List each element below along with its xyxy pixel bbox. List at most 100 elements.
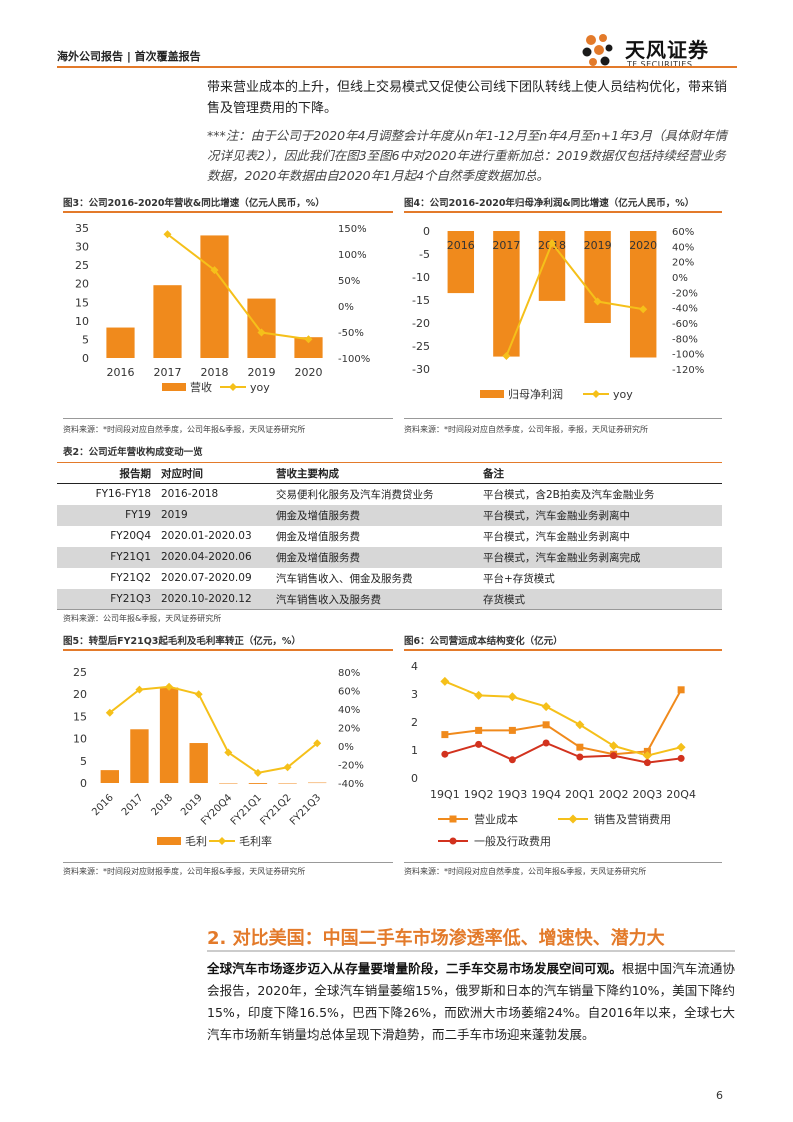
table-header-cell: 报告期 bbox=[57, 462, 157, 484]
legend-label: 销售及营销费用 bbox=[594, 812, 671, 826]
legend-bar-swatch bbox=[480, 390, 504, 398]
line-point bbox=[542, 721, 550, 729]
table-cell: 佣金及增值服务费 bbox=[272, 546, 479, 568]
series-line bbox=[444, 741, 682, 764]
table-cell: 汽车销售收入、佣金及服务费 bbox=[276, 572, 413, 585]
bar bbox=[100, 770, 119, 783]
fig5-title-rule bbox=[63, 649, 393, 651]
fig4-title-rule bbox=[404, 211, 722, 213]
table-cell: FY21Q3 bbox=[57, 588, 157, 610]
line-point bbox=[135, 685, 144, 694]
y2-tick-label: -20% bbox=[338, 761, 364, 772]
logo-text-cn: 天风证券 bbox=[625, 38, 709, 62]
fig4-source: 资料来源：*时间段对应自然季度，公司年报，季报，天风证券研究所 bbox=[404, 425, 648, 434]
y-tick-label: 4 bbox=[411, 660, 418, 673]
legend-line-marker bbox=[229, 383, 237, 391]
y2-tick-label: 150% bbox=[338, 224, 367, 235]
x-tick-label: 2017 bbox=[120, 792, 146, 818]
y-tick-label: -25 bbox=[412, 340, 430, 353]
revenue-composition-table: 报告期 对应时间 营收主要构成 备注 FY16-FY18 2016-2018 交… bbox=[57, 462, 722, 610]
line-point bbox=[677, 686, 685, 694]
line-point bbox=[257, 328, 266, 337]
table-cell: FY21Q2 bbox=[110, 572, 151, 584]
line-point bbox=[304, 335, 313, 344]
line-point bbox=[194, 690, 203, 699]
bar bbox=[219, 783, 238, 784]
series-line bbox=[109, 685, 318, 774]
x-tick-label: 20Q1 bbox=[565, 788, 595, 801]
y2-tick-label: 0% bbox=[338, 302, 354, 313]
line-point bbox=[441, 750, 449, 758]
y2-tick-label: 60% bbox=[672, 227, 694, 238]
report-type-label: 海外公司报告 | 首次覆盖报告 bbox=[57, 50, 201, 63]
fig3-source-rule bbox=[63, 418, 393, 419]
y-tick-label: 20 bbox=[75, 278, 89, 291]
logo-text-en: TF SECURITIES bbox=[627, 60, 693, 69]
x-tick-label: 20Q4 bbox=[666, 788, 696, 801]
fig3-chart: 0 5 10 15 20 25 30 35 150% 100% 50% 0% -50% -100% 2016… bbox=[75, 222, 370, 394]
x-tick-label: 2017 bbox=[154, 366, 182, 379]
y2-tick-label: -120% bbox=[672, 365, 704, 376]
bar bbox=[130, 729, 149, 783]
line-point bbox=[475, 740, 483, 748]
table-cell: 平台模式，汽车金融业务剥离中 bbox=[483, 530, 630, 543]
y2-tick-label: -100% bbox=[672, 350, 704, 361]
line-point bbox=[440, 676, 450, 686]
fig4-title: 图4：公司2016-2020年归母净利润&同比增速（亿元人民币，%） bbox=[404, 198, 695, 209]
legend-line-marker bbox=[592, 390, 600, 398]
series-line bbox=[444, 689, 683, 756]
legend-line-marker bbox=[218, 837, 226, 845]
fig6-title-rule bbox=[404, 649, 722, 651]
line-point bbox=[642, 751, 652, 761]
bar bbox=[447, 231, 475, 294]
table-row: FY16-FY18 2016-2018 交易便利化服务及汽车消费贷业务 平台模式… bbox=[57, 484, 722, 505]
line-point bbox=[508, 726, 516, 734]
series-line bbox=[166, 233, 309, 341]
y-tick-label: -15 bbox=[412, 294, 430, 307]
section-body: 全球汽车市场逐步迈入从存量要增量阶段，二手车交易市场发展空间可观。根据中国汽车流… bbox=[207, 958, 735, 1046]
legend-bar-swatch bbox=[157, 837, 181, 845]
bar bbox=[247, 298, 276, 358]
fig3-title-rule bbox=[63, 211, 393, 213]
page-header: 海外公司报告 | 首次覆盖报告 天风证券 TF SECURITIES bbox=[57, 34, 737, 69]
line-point bbox=[677, 754, 685, 762]
x-tick-label: 2019 bbox=[248, 366, 276, 379]
x-tick-label: 2018 bbox=[149, 792, 175, 818]
legend-label: 营业成本 bbox=[474, 812, 518, 826]
y-tick-label: 25 bbox=[73, 666, 87, 679]
fig6-source-rule bbox=[404, 862, 722, 863]
table-row: FY21Q3 2020.10-2020.12 汽车销售收入及服务费 存货模式 bbox=[57, 588, 722, 610]
table-cell: 2020.04-2020.06 bbox=[157, 546, 272, 568]
x-tick-label: 2017 bbox=[492, 239, 520, 252]
y2-tick-label: 40% bbox=[338, 705, 360, 716]
x-tick-label: FY20Q4 bbox=[199, 792, 234, 827]
x-tick-label: 19Q1 bbox=[430, 788, 460, 801]
x-tick-label: 20Q2 bbox=[599, 788, 629, 801]
x-tick-label: 2020 bbox=[295, 366, 323, 379]
line-point bbox=[224, 748, 233, 757]
x-tick-label: FY21Q1 bbox=[229, 792, 264, 827]
table-cell: 佣金及增值服务费 bbox=[272, 504, 479, 526]
line-point bbox=[441, 731, 449, 739]
line-point bbox=[163, 230, 172, 239]
line-point bbox=[541, 702, 551, 712]
line-point bbox=[475, 726, 483, 734]
y2-tick-label: 20% bbox=[672, 258, 694, 269]
line-point bbox=[610, 752, 618, 760]
line-point bbox=[676, 742, 686, 752]
legend-line-label: yoy bbox=[250, 381, 270, 394]
y-tick-label: 0 bbox=[82, 352, 89, 365]
fig3-title: 图3：公司2016-2020年营收&同比增速（亿元人民币，%） bbox=[63, 198, 325, 209]
bar bbox=[200, 235, 229, 358]
bar bbox=[106, 327, 135, 358]
line-point bbox=[105, 708, 114, 717]
x-tick-label: 2019 bbox=[584, 239, 612, 252]
x-tick-label: FY21Q3 bbox=[288, 792, 323, 827]
line-point bbox=[542, 739, 550, 747]
x-tick-label: 19Q3 bbox=[498, 788, 528, 801]
line-point bbox=[593, 297, 602, 306]
table-cell: 2019 bbox=[157, 504, 272, 526]
table-cell: 2020.01-2020.03 bbox=[161, 530, 252, 542]
legend-bar-label: 归母净利润 bbox=[508, 387, 563, 401]
y-tick-label: 15 bbox=[75, 296, 89, 309]
